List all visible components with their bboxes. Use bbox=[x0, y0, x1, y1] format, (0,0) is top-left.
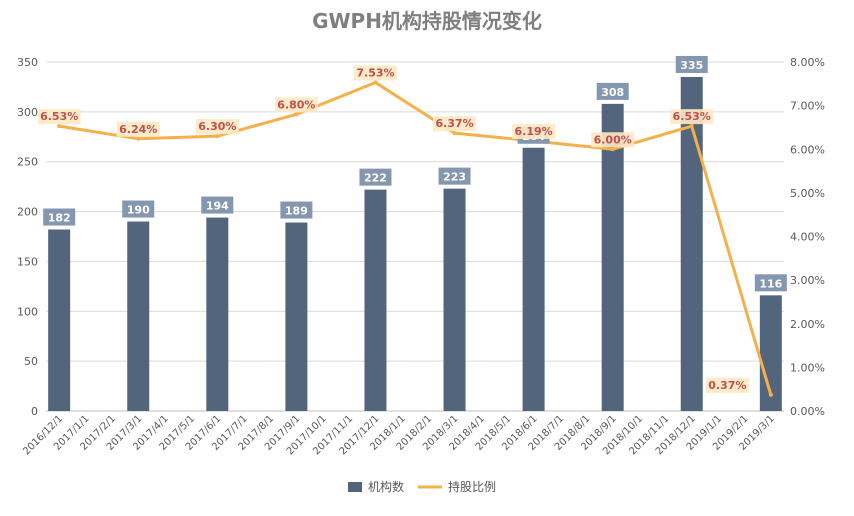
data-labels: 1821901941892222232643083351166.53%6.24%… bbox=[37, 55, 787, 393]
line-value-label: 6.80% bbox=[277, 98, 315, 111]
bar bbox=[443, 188, 466, 411]
y-right-tick-label: 4.00% bbox=[790, 231, 825, 244]
bar-value-label: 308 bbox=[601, 86, 624, 99]
y-right-tick-label: 3.00% bbox=[790, 274, 825, 287]
bar bbox=[364, 189, 387, 411]
line-value-label: 6.19% bbox=[515, 125, 553, 138]
bar-label-box bbox=[438, 167, 471, 185]
legend-label: 持股比例 bbox=[448, 479, 496, 494]
y-left-tick-label: 150 bbox=[17, 255, 38, 268]
y-left-tick-label: 250 bbox=[17, 156, 38, 169]
bar bbox=[759, 295, 782, 411]
y-right-tick-label: 5.00% bbox=[790, 187, 825, 200]
line-value-label: 6.00% bbox=[594, 133, 632, 146]
line-value-label: 0.37% bbox=[708, 379, 746, 392]
y-left-tick-label: 0 bbox=[31, 405, 38, 418]
line-point bbox=[373, 80, 378, 85]
legend-label: 机构数 bbox=[368, 479, 404, 494]
y-axis-left: 0 50 100 150 200 250 300 350 bbox=[17, 56, 38, 418]
line-point bbox=[452, 131, 457, 136]
line-label-box bbox=[705, 377, 749, 393]
line-point bbox=[136, 136, 141, 141]
bar bbox=[522, 147, 545, 412]
y-left-tick-label: 300 bbox=[17, 106, 38, 119]
y-left-tick-label: 350 bbox=[17, 56, 38, 69]
bar-label-box bbox=[675, 55, 708, 73]
line-label-box bbox=[195, 119, 239, 135]
y-left-tick-label: 100 bbox=[17, 305, 38, 318]
line-series bbox=[57, 80, 773, 397]
line-label-box bbox=[353, 65, 397, 81]
chart-title: GWPH机构持股情况变化 bbox=[312, 9, 542, 33]
bar-value-label: 116 bbox=[759, 277, 782, 290]
line-value-label: 6.24% bbox=[119, 123, 157, 136]
y-right-tick-label: 7.00% bbox=[790, 100, 825, 113]
line-point bbox=[294, 112, 299, 117]
line-value-label: 6.37% bbox=[435, 117, 473, 130]
line-label-box bbox=[116, 121, 160, 137]
legend-swatch-bar bbox=[348, 482, 362, 492]
y-right-tick-label: 6.00% bbox=[790, 143, 825, 156]
bar-value-label: 223 bbox=[443, 171, 466, 184]
line-label-box bbox=[512, 123, 556, 139]
x-axis: 2016/12/12017/1/12017/2/12017/3/12017/4/… bbox=[21, 410, 784, 457]
y-right-tick-label: 1.00% bbox=[790, 361, 825, 374]
line-label-box bbox=[670, 109, 714, 125]
bar-label-box bbox=[754, 274, 787, 292]
bar-value-label: 189 bbox=[285, 205, 308, 218]
y-axis-right: 0.00% 1.00% 2.00% 3.00% 4.00% 5.00% 6.00% 7.00%… bbox=[790, 56, 825, 418]
y-left-tick-label: 200 bbox=[17, 206, 38, 219]
line-label-box bbox=[274, 97, 318, 113]
line-value-label: 6.53% bbox=[40, 110, 78, 123]
y-right-tick-label: 2.00% bbox=[790, 318, 825, 331]
line-value-label: 7.53% bbox=[356, 67, 394, 80]
bar-label-box bbox=[122, 200, 155, 218]
y-right-tick-label: 0.00% bbox=[790, 405, 825, 418]
y-right-tick-label: 8.00% bbox=[790, 56, 825, 69]
bar-series bbox=[48, 76, 782, 412]
line-point bbox=[215, 134, 220, 139]
line-label-box bbox=[37, 109, 81, 125]
line-point bbox=[768, 392, 773, 397]
bar-value-label: 190 bbox=[127, 204, 150, 217]
line-label-box bbox=[433, 116, 477, 132]
line-value-label: 6.30% bbox=[198, 120, 236, 133]
bar-value-label: 182 bbox=[48, 212, 71, 225]
line-point bbox=[57, 124, 62, 129]
line-point bbox=[689, 124, 694, 129]
line-point bbox=[610, 147, 615, 152]
line-path bbox=[58, 81, 773, 396]
line-label-box bbox=[591, 132, 635, 148]
y-left-tick-label: 50 bbox=[24, 355, 38, 368]
bar bbox=[285, 222, 308, 411]
bar bbox=[601, 103, 624, 411]
bar bbox=[127, 221, 150, 411]
bar-value-label: 335 bbox=[680, 59, 703, 72]
bar-label-box bbox=[43, 208, 76, 226]
bar bbox=[48, 229, 71, 411]
bar-label-box bbox=[280, 201, 313, 219]
bar-label-box bbox=[359, 168, 392, 186]
bar-label-box bbox=[201, 196, 234, 214]
bar-value-label: 222 bbox=[364, 172, 387, 185]
bar-label-box bbox=[596, 82, 629, 100]
gridlines bbox=[46, 61, 784, 362]
bar bbox=[206, 217, 229, 411]
bar bbox=[680, 76, 703, 411]
bar-value-label: 194 bbox=[206, 200, 229, 213]
legend: 机构数 持股比例 bbox=[348, 479, 496, 494]
line-value-label: 6.53% bbox=[673, 110, 711, 123]
